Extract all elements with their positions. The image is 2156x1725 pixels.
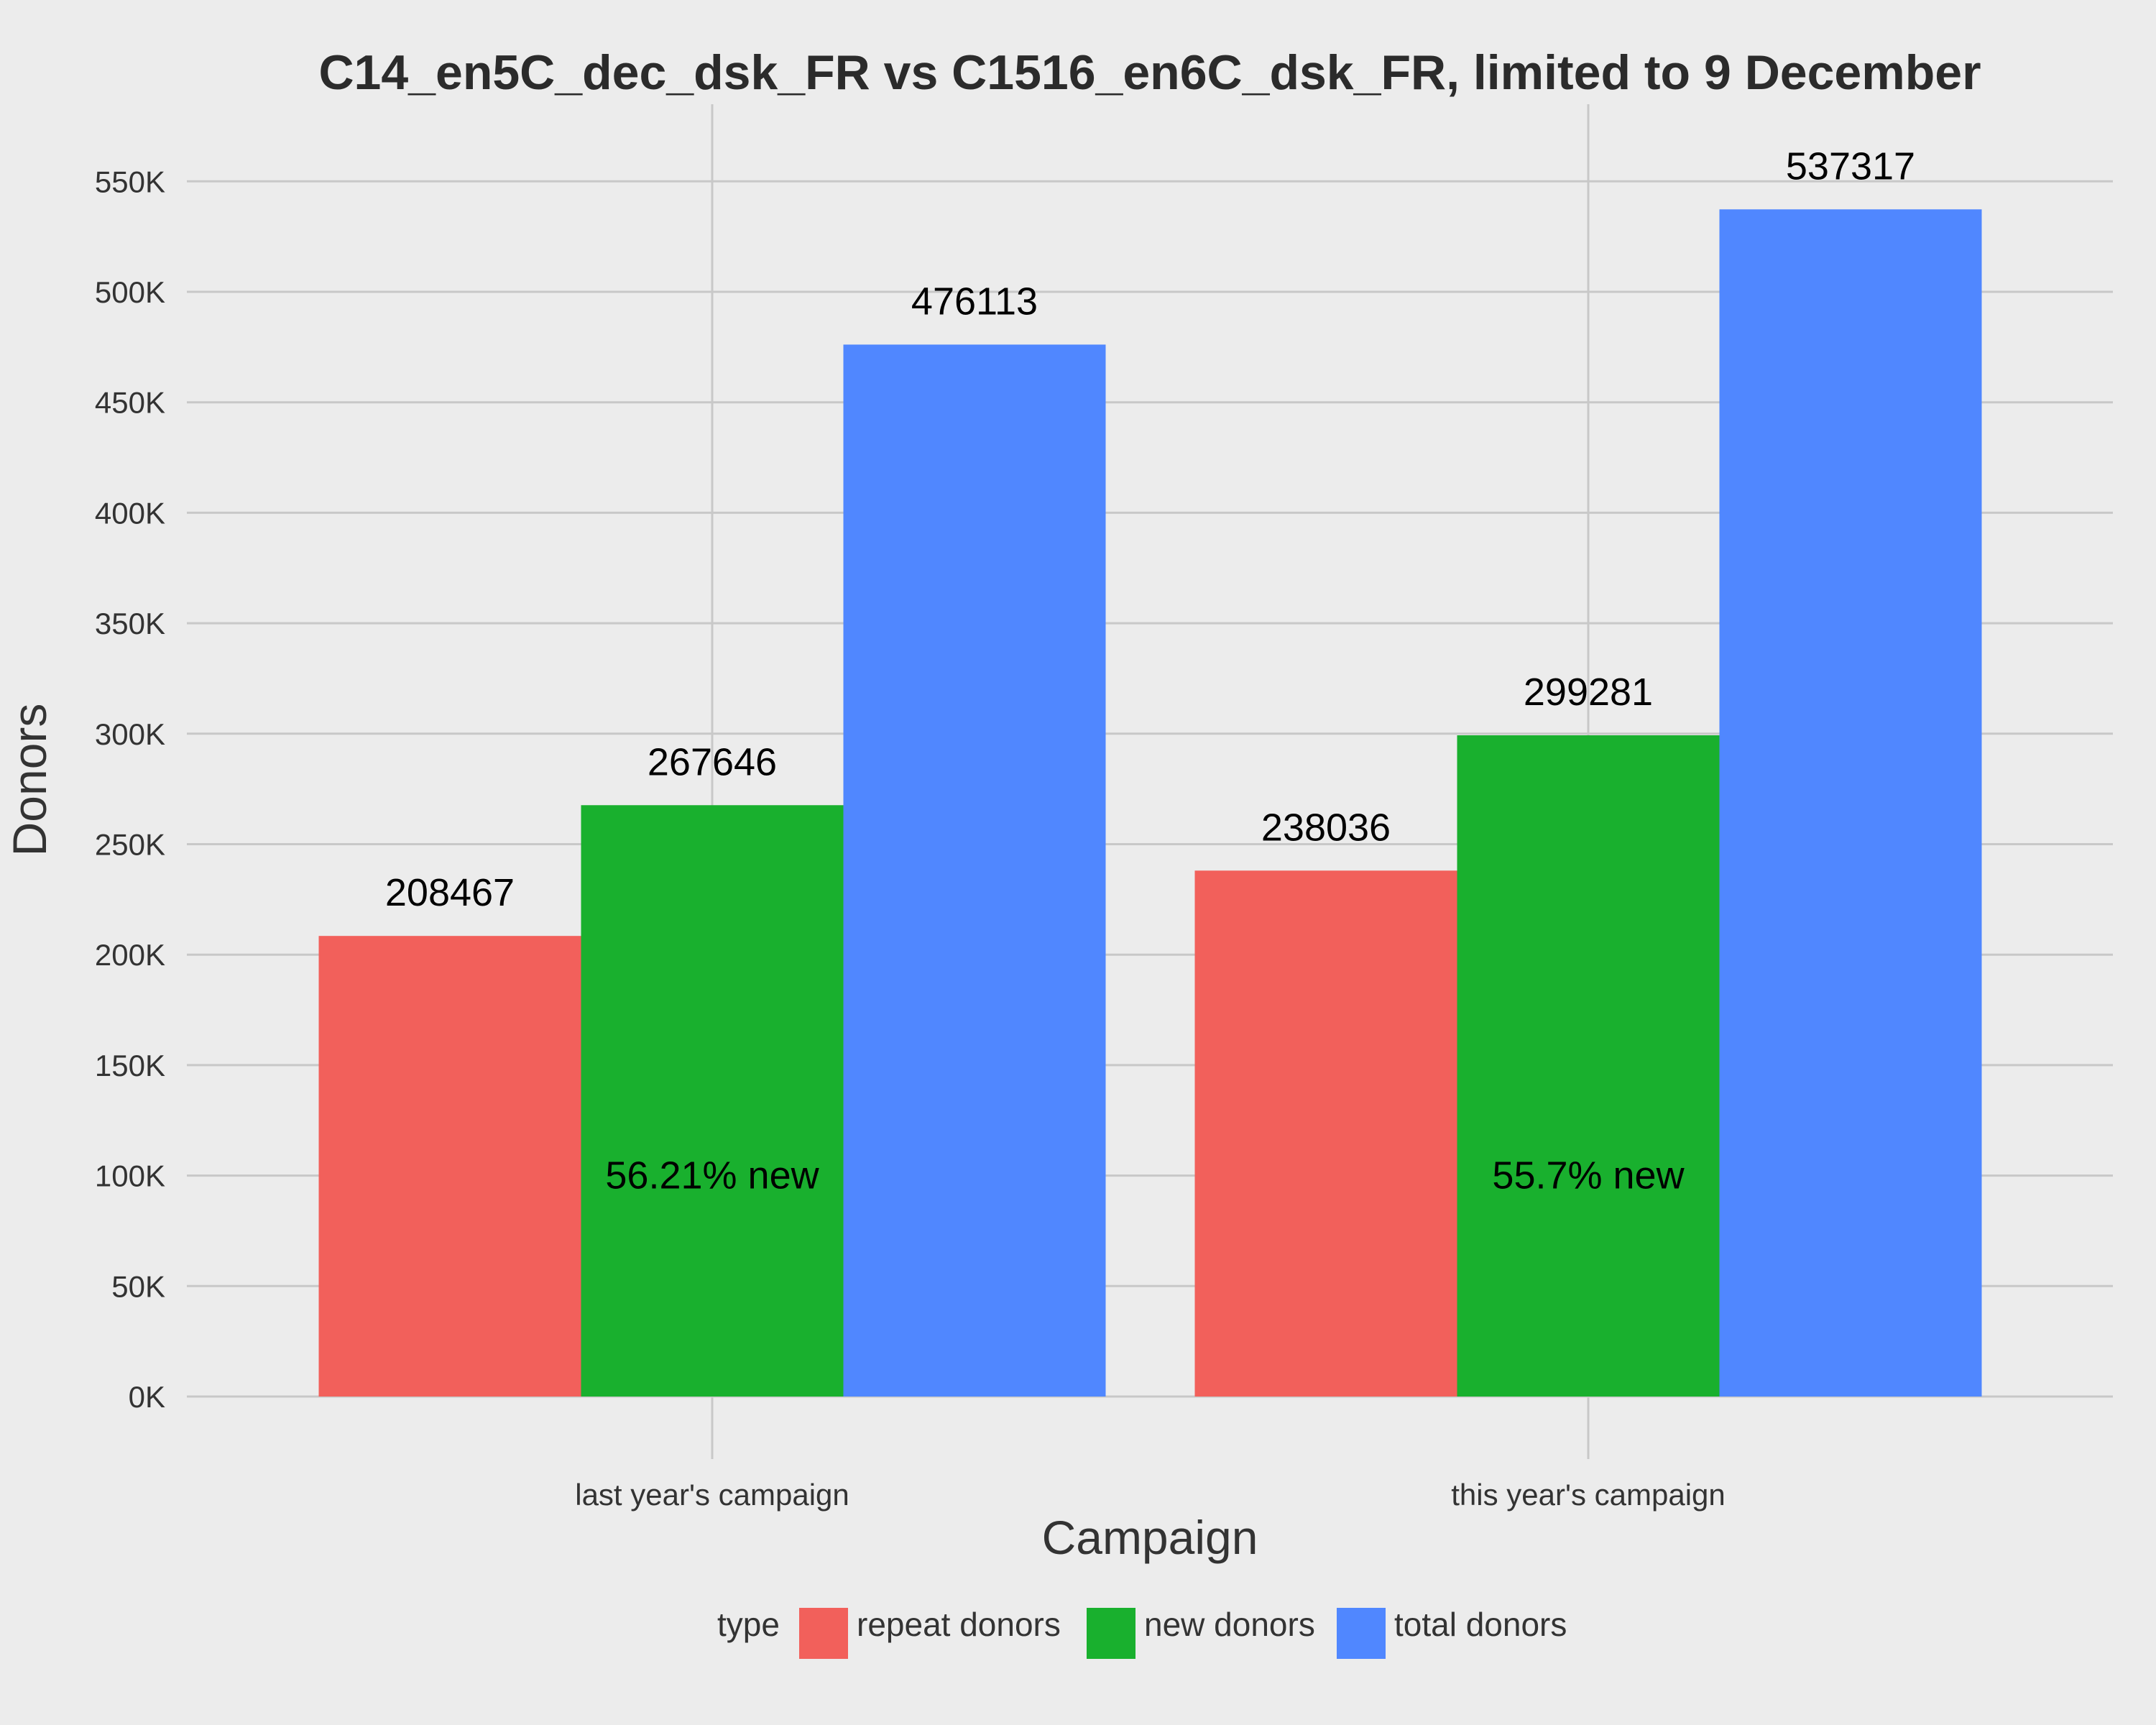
x-tick-label: last year's campaign	[575, 1478, 849, 1512]
bar-value-label: 299281	[1524, 671, 1653, 714]
bar-value-label: 537317	[1786, 144, 1915, 188]
y-tick-label: 300K	[95, 717, 165, 751]
legend-title: type	[717, 1606, 780, 1643]
y-tick-label: 450K	[95, 386, 165, 420]
x-axis-title: Campaign	[1042, 1511, 1258, 1564]
y-tick-label: 0K	[129, 1380, 165, 1414]
bar-value-label: 238036	[1261, 806, 1391, 849]
annotation-label: 55.7% new	[1492, 1154, 1685, 1197]
bar-value-label: 476113	[911, 280, 1038, 323]
y-tick-label: 200K	[95, 938, 165, 972]
y-tick-label: 100K	[95, 1159, 165, 1193]
bar	[318, 936, 581, 1397]
y-axis-title: Donors	[3, 704, 56, 857]
y-tick-label: 500K	[95, 275, 165, 309]
legend-swatch	[1337, 1608, 1386, 1659]
legend-label: repeat donors	[857, 1606, 1061, 1643]
bar	[581, 805, 844, 1397]
legend-swatch	[799, 1608, 848, 1659]
y-axis: 0K 50K 100K 150K 200K 250K 300K 350K 400K 450K 500…	[95, 165, 165, 1414]
legend-swatch	[1087, 1608, 1135, 1659]
legend-label: new donors	[1144, 1606, 1315, 1643]
data-labels: 208467 238036 267646 299281 476113 537317	[385, 144, 1915, 914]
annotation-label: 56.21% new	[605, 1154, 819, 1197]
annotations: 56.21% new 55.7% new	[605, 1154, 1685, 1197]
bars	[318, 209, 1982, 1397]
y-tick-label: 350K	[95, 607, 165, 640]
y-tick-label: 150K	[95, 1049, 165, 1082]
bar	[1194, 870, 1457, 1397]
legend-label: total donors	[1394, 1606, 1567, 1643]
chart-title: C14_en5C_dec_dsk_FR vs C1516_en6C_dsk_FR…	[318, 45, 1981, 100]
x-axis: last year's campaign this year's campaign	[575, 1478, 1726, 1512]
bar	[843, 344, 1106, 1397]
bar	[1719, 209, 1982, 1397]
y-tick-label: 550K	[95, 165, 165, 198]
bar-value-label: 267646	[648, 740, 777, 783]
bar-value-label: 208467	[385, 871, 515, 914]
y-tick-label: 250K	[95, 828, 165, 862]
y-tick-label: 400K	[95, 496, 165, 530]
bar	[1457, 735, 1720, 1397]
y-tick-label: 50K	[111, 1269, 165, 1303]
x-tick-label: this year's campaign	[1451, 1478, 1726, 1512]
legend: type repeat donors new donors total donors	[717, 1606, 1567, 1659]
